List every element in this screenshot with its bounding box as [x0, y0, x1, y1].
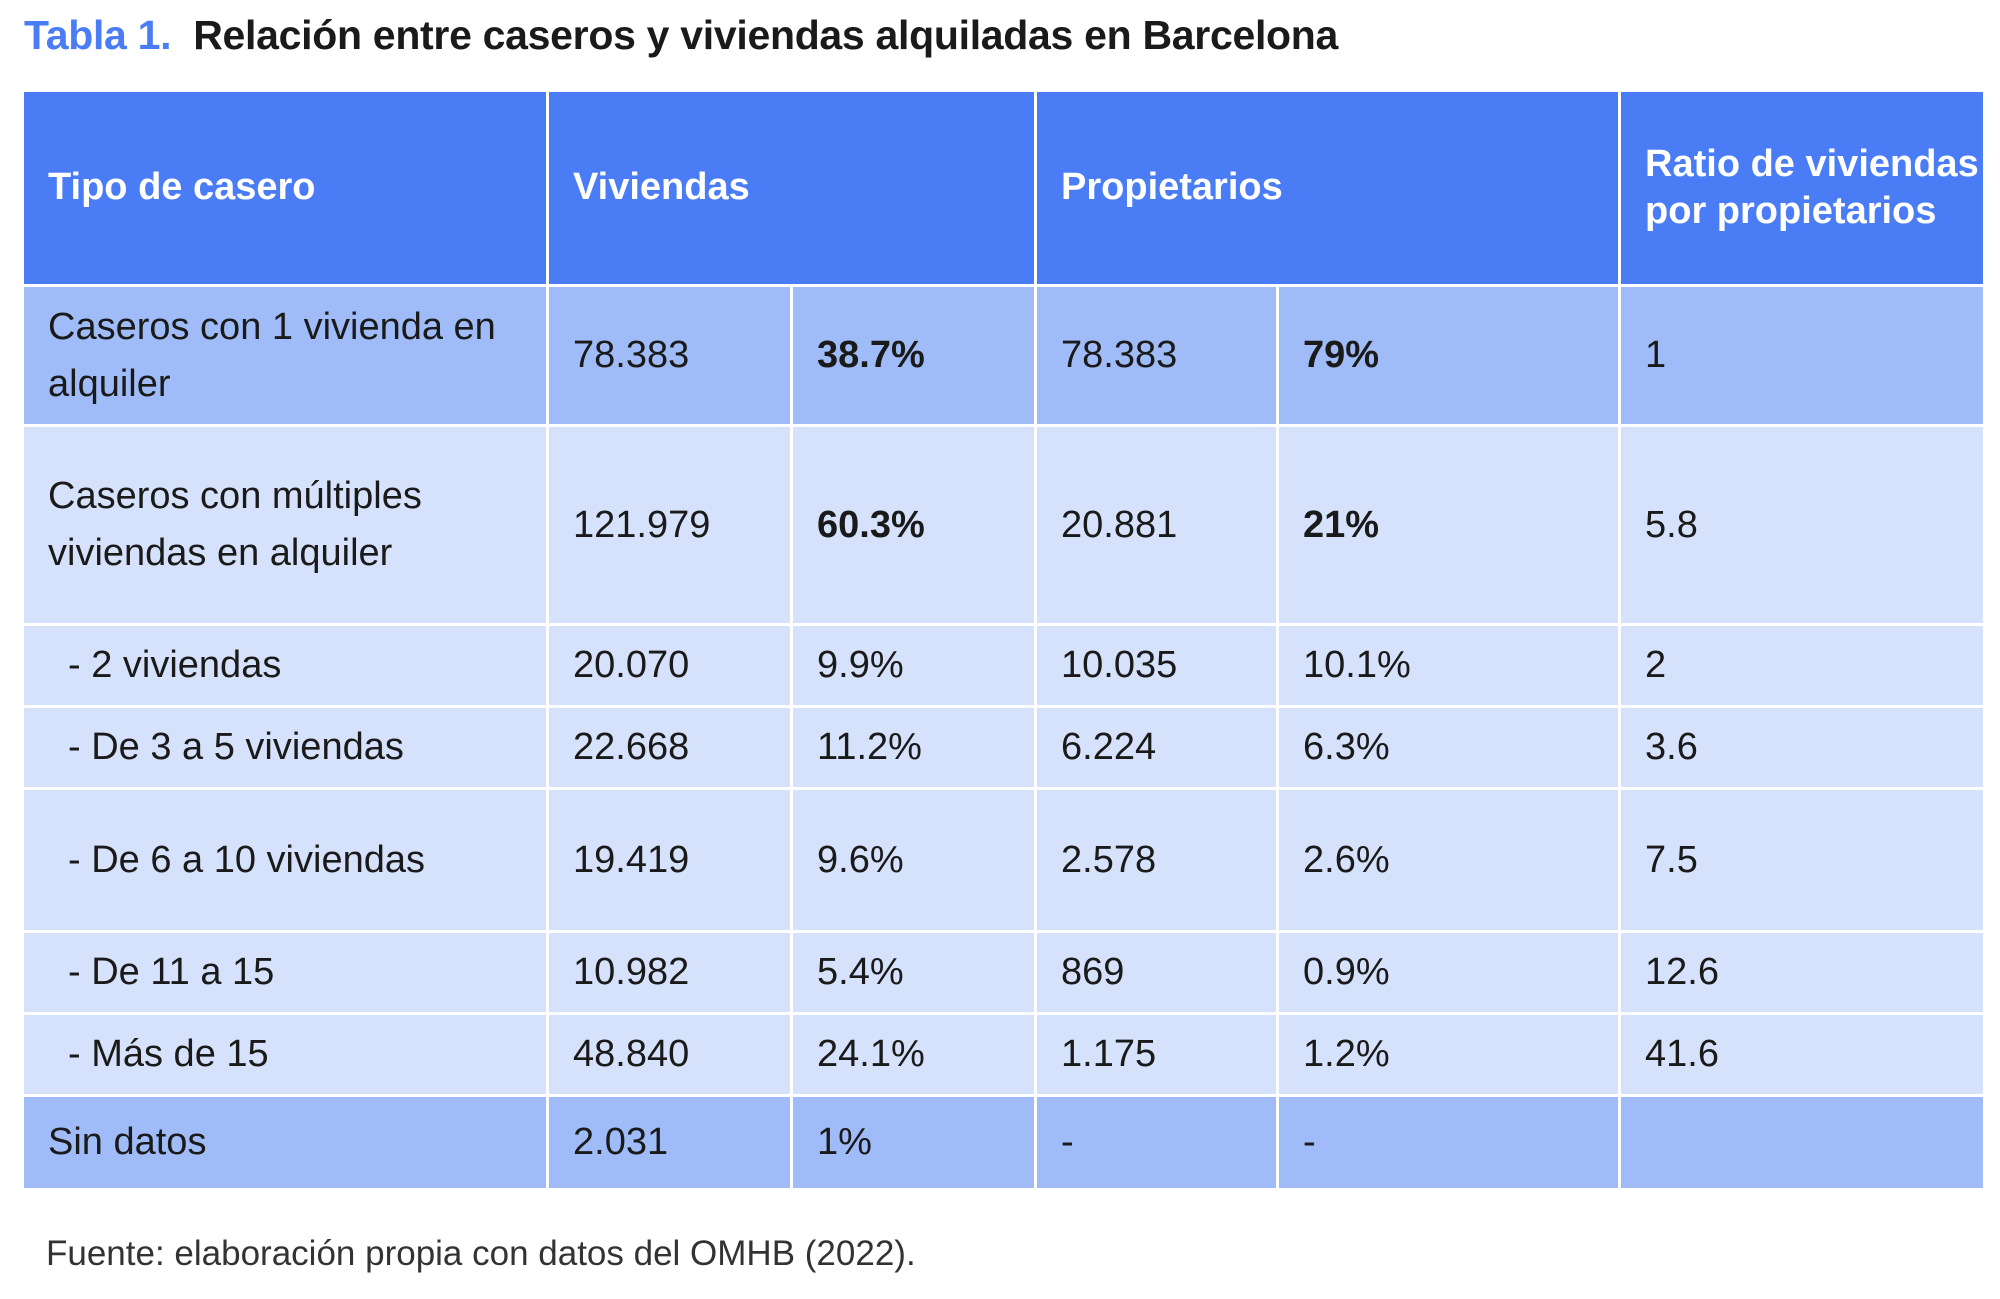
table-row: Sin datos 2.031 1% - -: [21, 1094, 1987, 1191]
header-row: Tipo de casero Viviendas Propietarios Ra…: [21, 89, 1987, 287]
cell-propietarios: 78.383: [1034, 284, 1280, 427]
table-row: - Más de 15 48.840 24.1% 1.175 1.2% 41.6: [21, 1012, 1987, 1097]
footnote: Fuente: elaboración propia con datos del…: [46, 1234, 916, 1273]
cell-ratio: [1618, 1094, 1987, 1191]
cell-viviendas: 121.979: [546, 424, 793, 626]
cell-propietarios: 1.175: [1034, 1012, 1280, 1097]
cell-viviendas: 2.031: [546, 1094, 793, 1191]
cell-tipo: - De 6 a 10 viviendas: [21, 787, 549, 933]
table-label: Tabla 1.: [24, 12, 172, 58]
cell-viviendas-pct: 1%: [789, 1094, 1038, 1191]
cell-propietarios: 869: [1034, 930, 1280, 1015]
cell-propietarios: 6.224: [1034, 705, 1280, 790]
cell-ratio: 3.6: [1618, 705, 1987, 790]
header-tipo: Tipo de casero: [21, 89, 549, 287]
cell-ratio: 41.6: [1618, 1012, 1987, 1097]
cell-viviendas-pct: 5.4%: [789, 930, 1038, 1015]
cell-ratio: 12.6: [1618, 930, 1987, 1015]
cell-tipo: - Más de 15: [21, 1012, 549, 1097]
cell-viviendas-pct: 9.9%: [789, 623, 1038, 708]
cell-viviendas-pct: 60.3%: [789, 424, 1038, 626]
cell-propietarios-pct: 0.9%: [1276, 930, 1622, 1015]
cell-tipo: - De 3 a 5 viviendas: [21, 705, 549, 790]
cell-propietarios: 10.035: [1034, 623, 1280, 708]
cell-propietarios-pct: 79%: [1276, 284, 1622, 427]
cell-tipo: Sin datos: [21, 1094, 549, 1191]
header-viviendas: Viviendas: [545, 89, 1038, 287]
cell-propietarios-pct: -: [1276, 1094, 1622, 1191]
cell-viviendas: 20.070: [546, 623, 793, 708]
cell-propietarios: 20.881: [1034, 424, 1280, 626]
cell-tipo: - 2 viviendas: [21, 623, 549, 708]
cell-ratio: 1: [1618, 284, 1987, 427]
header-propietarios: Propietarios: [1034, 89, 1622, 287]
header-ratio: Ratio de viviendas por propietarios: [1618, 89, 1987, 287]
cell-propietarios-pct: 21%: [1276, 424, 1622, 626]
cell-ratio: 2: [1618, 623, 1987, 708]
table-row: Caseros con múltiples viviendas en alqui…: [21, 424, 1987, 626]
cell-viviendas-pct: 24.1%: [789, 1012, 1038, 1097]
cell-viviendas: 22.668: [546, 705, 793, 790]
cell-viviendas: 19.419: [546, 787, 793, 933]
table-title: Tabla 1. Relación entre caseros y viviend…: [24, 12, 1338, 59]
cell-tipo: - De 11 a 15: [21, 930, 549, 1015]
table-row: - De 11 a 15 10.982 5.4% 869 0.9% 12.6: [21, 930, 1987, 1015]
cell-tipo: Caseros con múltiples viviendas en alqui…: [21, 424, 549, 626]
cell-ratio: 5.8: [1618, 424, 1987, 626]
cell-tipo: Caseros con 1 vivienda en alquiler: [21, 284, 549, 427]
cell-propietarios: 2.578: [1034, 787, 1280, 933]
table-row: - De 6 a 10 viviendas 19.419 9.6% 2.578 2.6%…: [21, 787, 1987, 933]
cell-viviendas: 10.982: [546, 930, 793, 1015]
table-row: Caseros con 1 vivienda en alquiler 78.383…: [21, 284, 1987, 427]
cell-propietarios-pct: 6.3%: [1276, 705, 1622, 790]
cell-ratio: 7.5: [1618, 787, 1987, 933]
table-title-text: Relación entre caseros y viviendas alqui…: [193, 12, 1339, 58]
landlords-table: Tipo de casero Viviendas Propietarios Ra…: [21, 89, 1987, 1191]
cell-propietarios-pct: 1.2%: [1276, 1012, 1622, 1097]
cell-propietarios: -: [1034, 1094, 1280, 1191]
cell-viviendas-pct: 9.6%: [789, 787, 1038, 933]
cell-viviendas-pct: 38.7%: [789, 284, 1038, 427]
cell-propietarios-pct: 10.1%: [1276, 623, 1622, 708]
table-row: - De 3 a 5 viviendas 22.668 11.2% 6.224 6.3%…: [21, 705, 1987, 790]
table-row: - 2 viviendas 20.070 9.9% 10.035 10.1% 2: [21, 623, 1987, 708]
cell-propietarios-pct: 2.6%: [1276, 787, 1622, 933]
cell-viviendas-pct: 11.2%: [789, 705, 1038, 790]
cell-viviendas: 48.840: [546, 1012, 793, 1097]
cell-viviendas: 78.383: [546, 284, 793, 427]
